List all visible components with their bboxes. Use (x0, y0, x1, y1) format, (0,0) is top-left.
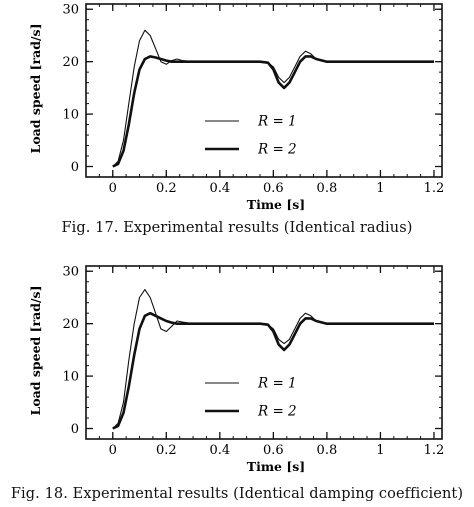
y-tick-label: 30 (62, 3, 79, 18)
plot-frame (85, 3, 443, 178)
y-tick-label: 10 (62, 370, 79, 385)
x-tick-label: 0.2 (156, 443, 177, 458)
y-tick-label: 0 (71, 160, 79, 175)
series-line-r2 (112, 55, 434, 168)
x-tick-label: 0.4 (209, 181, 230, 196)
y-axis-label: Load speed [rad/s] (28, 24, 43, 154)
chart-fig-17: 0 0.2 0.4 0.6 0.8 1 1.2 0 10 20 30 Time [s] Load spe… (28, 3, 445, 212)
y-tick-label: 10 (62, 108, 79, 123)
legend-label: R = 1 (257, 376, 297, 392)
x-tick-label: 0.6 (263, 443, 284, 458)
x-tick-label: 0 (109, 181, 117, 196)
x-tick-label: 1 (376, 443, 384, 458)
x-tick-label: 0.8 (317, 443, 338, 458)
x-tick-label: 0.2 (156, 181, 177, 196)
figure-caption: Fig. 18. Experimental results (Identical… (10, 486, 464, 502)
figure-caption: Fig. 17. Experimental results (Identical… (61, 220, 413, 236)
x-tick-label: 0 (109, 443, 117, 458)
x-tick-label: 0.8 (317, 181, 338, 196)
plot-frame (85, 265, 443, 440)
x-axis-label: Time [s] (247, 197, 305, 212)
x-tick-label: 1.2 (424, 181, 445, 196)
legend-label: R = 1 (257, 114, 297, 130)
x-tick-label: 0.6 (263, 181, 284, 196)
series-line-r2 (112, 311, 434, 430)
legend-label: R = 2 (257, 142, 297, 158)
y-tick-label: 30 (62, 265, 79, 280)
x-axis-label: Time [s] (247, 459, 305, 474)
y-tick-label: 0 (71, 422, 79, 437)
figure-18: 0 0.2 0.4 0.6 0.8 1 1.2 0 10 20 30 Time [s] Load spe… (0, 262, 474, 507)
y-tick-label: 20 (62, 55, 79, 70)
legend-label: R = 2 (257, 404, 297, 420)
x-tick-label: 1 (376, 181, 384, 196)
chart-fig-18: 0 0.2 0.4 0.6 0.8 1 1.2 0 10 20 30 Time [s] Load spe… (28, 265, 445, 474)
x-tick-label: 0.4 (209, 443, 230, 458)
y-tick-label: 20 (62, 317, 79, 332)
figure-17: 0 0.2 0.4 0.6 0.8 1 1.2 0 10 20 30 Time [s] Load spe… (0, 0, 474, 245)
x-tick-label: 1.2 (424, 443, 445, 458)
y-axis-label: Load speed [rad/s] (28, 286, 43, 416)
